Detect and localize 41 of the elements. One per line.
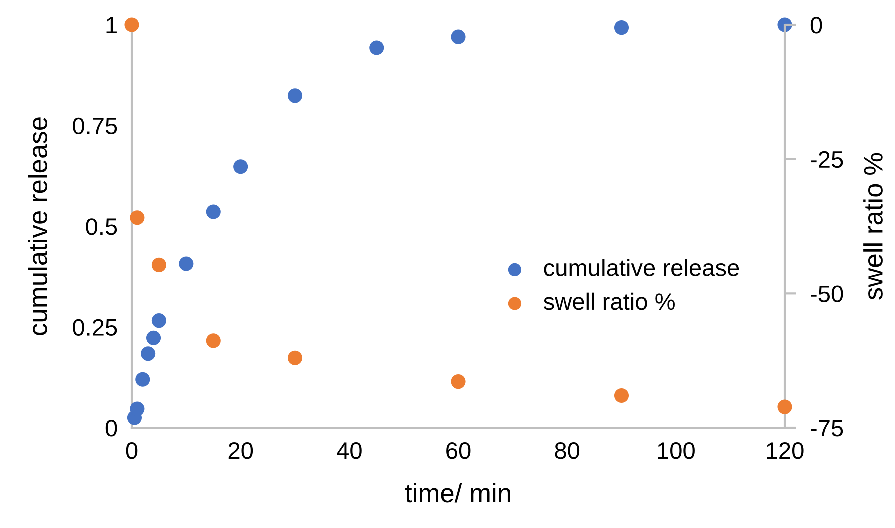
x-tick-label: 100 <box>658 442 695 460</box>
y-tick-label: 0.25 <box>73 319 118 336</box>
y-tick-label: 0.75 <box>73 118 118 135</box>
point <box>130 402 145 416</box>
point <box>141 346 156 362</box>
point <box>152 314 166 328</box>
point <box>206 204 221 220</box>
y-axis-title: cumulative release <box>28 118 48 336</box>
point <box>130 210 145 226</box>
point <box>614 20 630 36</box>
y-tick-label: 0.5 <box>86 218 118 236</box>
point <box>136 372 150 387</box>
legend-label: cumulative release <box>544 259 740 276</box>
point <box>152 258 166 272</box>
y-tick-label: 0 <box>106 420 118 437</box>
y2-tick-label: -25 <box>811 151 844 168</box>
point <box>451 30 466 44</box>
y2-tick-label: 0 <box>810 17 822 34</box>
y2-tick-label: -50 <box>811 286 844 302</box>
legend-label: swell ratio % <box>544 292 675 310</box>
point <box>370 40 384 56</box>
point <box>124 18 140 32</box>
x-tick-label: 20 <box>228 442 254 460</box>
point <box>614 388 630 404</box>
point <box>288 88 303 104</box>
point <box>288 350 303 366</box>
x-tick-label: 80 <box>555 442 580 460</box>
x-axis-title: time/ min <box>405 483 510 503</box>
x-tick-label: 120 <box>767 442 804 460</box>
x-tick-label: 60 <box>446 442 471 460</box>
point <box>179 256 194 272</box>
x-tick-label: 0 <box>126 442 138 460</box>
point <box>778 400 792 414</box>
y2-tick-label: -75 <box>811 420 844 437</box>
point <box>146 330 162 346</box>
y-tick-label: 1 <box>106 17 117 34</box>
point <box>451 374 466 390</box>
point <box>206 334 221 348</box>
y2-axis-title: swell ratio % <box>864 153 883 300</box>
x-tick-label: 40 <box>337 442 362 460</box>
point <box>234 160 248 174</box>
